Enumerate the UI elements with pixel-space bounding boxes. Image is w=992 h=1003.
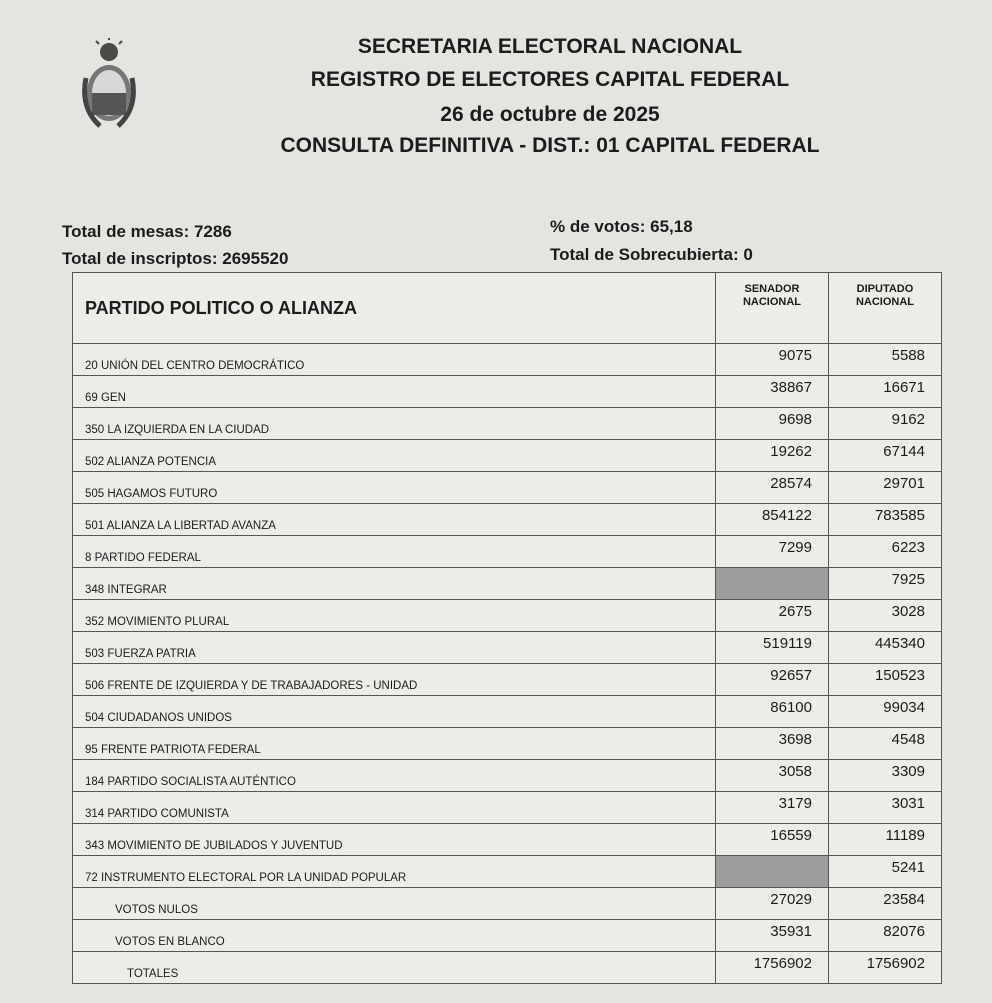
- senador-votes: 3058: [715, 759, 829, 792]
- diputado-votes: 3031: [828, 791, 942, 824]
- diputado-votes: 5241: [828, 855, 942, 888]
- header-diputado: DIPUTADO NACIONAL: [828, 272, 942, 344]
- senador-votes: 35931: [715, 919, 829, 952]
- table-row: 501 ALIANZA LA LIBERTAD AVANZA 854122 7835…: [72, 503, 942, 536]
- total-sobrecubierta: Total de Sobrecubierta: 0: [550, 245, 753, 264]
- party-name: VOTOS EN BLANCO: [72, 919, 716, 952]
- party-name: 352 MOVIMIENTO PLURAL: [72, 599, 716, 632]
- national-emblem: [82, 38, 136, 128]
- party-name: 502 ALIANZA POTENCIA: [72, 439, 716, 472]
- senador-votes: 86100: [715, 695, 829, 728]
- senador-votes: 1756902: [715, 951, 829, 984]
- diputado-votes: 3309: [828, 759, 942, 792]
- table-row: 72 INSTRUMENTO ELECTORAL POR LA UNIDAD P…: [72, 855, 942, 888]
- diputado-votes: 29701: [828, 471, 942, 504]
- senador-votes-blank: [715, 855, 829, 888]
- diputado-votes: 23584: [828, 887, 942, 920]
- senador-votes: 2675: [715, 599, 829, 632]
- senador-votes: 3698: [715, 727, 829, 760]
- diputado-votes: 4548: [828, 727, 942, 760]
- header-line-4: CONSULTA DEFINITIVA - DIST.: 01 CAPITAL …: [280, 134, 820, 157]
- table-row: 343 MOVIMIENTO DE JUBILADOS Y JUVENTUD 16…: [72, 823, 942, 856]
- senador-votes: 519119: [715, 631, 829, 664]
- party-name: 95 FRENTE PATRIOTA FEDERAL: [72, 727, 716, 760]
- senador-votes: 19262: [715, 439, 829, 472]
- total-mesas: Total de mesas: 7286: [62, 222, 232, 241]
- party-name: 350 LA IZQUIERDA EN LA CIUDAD: [72, 407, 716, 440]
- senador-votes-blank: [715, 567, 829, 600]
- table-row: 20 UNIÓN DEL CENTRO DEMOCRÁTICO 9075 5588: [72, 343, 942, 376]
- party-name: 348 INTEGRAR: [72, 567, 716, 600]
- header-senador: SENADOR NACIONAL: [715, 272, 829, 344]
- header-line-1: SECRETARIA ELECTORAL NACIONAL: [357, 35, 743, 58]
- results-table: PARTIDO POLITICO O ALIANZA SENADOR NACIO…: [72, 272, 942, 984]
- diputado-votes: 150523: [828, 663, 942, 696]
- party-name: 506 FRENTE DE IZQUIERDA Y DE TRABAJADORE…: [72, 663, 716, 696]
- party-name: TOTALES: [72, 951, 716, 984]
- table-row: 184 PARTIDO SOCIALISTA AUTÉNTICO 3058 3309: [72, 759, 942, 792]
- senador-votes: 27029: [715, 887, 829, 920]
- table-row: 314 PARTIDO COMUNISTA 3179 3031: [72, 791, 942, 824]
- header-party: PARTIDO POLITICO O ALIANZA: [72, 272, 716, 344]
- table-row: 69 GEN 38867 16671: [72, 375, 942, 408]
- senador-votes: 9698: [715, 407, 829, 440]
- party-name: 504 CIUDADANOS UNIDOS: [72, 695, 716, 728]
- table-row: 505 HAGAMOS FUTURO 28574 29701: [72, 471, 942, 504]
- table-row: TOTALES 1756902 1756902: [72, 951, 942, 984]
- header-line-3: 26 de octubre de 2025: [440, 103, 660, 126]
- porcentaje-votos: % de votos: 65,18: [550, 217, 693, 236]
- senador-votes: 28574: [715, 471, 829, 504]
- table-row: 504 CIUDADANOS UNIDOS 86100 99034: [72, 695, 942, 728]
- diputado-votes: 1756902: [828, 951, 942, 984]
- party-name: 503 FUERZA PATRIA: [72, 631, 716, 664]
- header-line-2: REGISTRO DE ELECTORES CAPITAL FEDERAL: [310, 68, 790, 91]
- table-row: VOTOS EN BLANCO 35931 82076: [72, 919, 942, 952]
- diputado-votes: 7925: [828, 567, 942, 600]
- party-name: 20 UNIÓN DEL CENTRO DEMOCRÁTICO: [72, 343, 716, 376]
- party-name: 501 ALIANZA LA LIBERTAD AVANZA: [72, 503, 716, 536]
- table-row: 350 LA IZQUIERDA EN LA CIUDAD 9698 9162: [72, 407, 942, 440]
- senador-votes: 38867: [715, 375, 829, 408]
- table-row: 352 MOVIMIENTO PLURAL 2675 3028: [72, 599, 942, 632]
- senador-votes: 9075: [715, 343, 829, 376]
- diputado-votes: 9162: [828, 407, 942, 440]
- senador-votes: 16559: [715, 823, 829, 856]
- party-name: 69 GEN: [72, 375, 716, 408]
- party-name: 343 MOVIMIENTO DE JUBILADOS Y JUVENTUD: [72, 823, 716, 856]
- party-name: 184 PARTIDO SOCIALISTA AUTÉNTICO: [72, 759, 716, 792]
- diputado-votes: 99034: [828, 695, 942, 728]
- total-inscriptos: Total de inscriptos: 2695520: [62, 249, 289, 268]
- party-name: 72 INSTRUMENTO ELECTORAL POR LA UNIDAD P…: [72, 855, 716, 888]
- diputado-votes: 3028: [828, 599, 942, 632]
- table-row: VOTOS NULOS 27029 23584: [72, 887, 942, 920]
- diputado-votes: 67144: [828, 439, 942, 472]
- diputado-votes: 11189: [828, 823, 942, 856]
- diputado-votes: 783585: [828, 503, 942, 536]
- table-row: 95 FRENTE PATRIOTA FEDERAL 3698 4548: [72, 727, 942, 760]
- party-name: VOTOS NULOS: [72, 887, 716, 920]
- party-name: 505 HAGAMOS FUTURO: [72, 471, 716, 504]
- diputado-votes: 5588: [828, 343, 942, 376]
- table-row: 348 INTEGRAR 7925: [72, 567, 942, 600]
- table-row: 503 FUERZA PATRIA 519119 445340: [72, 631, 942, 664]
- table-header-row: PARTIDO POLITICO O ALIANZA SENADOR NACIO…: [72, 272, 942, 344]
- senador-votes: 92657: [715, 663, 829, 696]
- senador-votes: 854122: [715, 503, 829, 536]
- table-row: 502 ALIANZA POTENCIA 19262 67144: [72, 439, 942, 472]
- diputado-votes: 82076: [828, 919, 942, 952]
- diputado-votes: 16671: [828, 375, 942, 408]
- table-row: 506 FRENTE DE IZQUIERDA Y DE TRABAJADORE…: [72, 663, 942, 696]
- senador-votes: 3179: [715, 791, 829, 824]
- senador-votes: 7299: [715, 535, 829, 568]
- party-name: 314 PARTIDO COMUNISTA: [72, 791, 716, 824]
- party-name: 8 PARTIDO FEDERAL: [72, 535, 716, 568]
- table-row: 8 PARTIDO FEDERAL 7299 6223: [72, 535, 942, 568]
- diputado-votes: 445340: [828, 631, 942, 664]
- diputado-votes: 6223: [828, 535, 942, 568]
